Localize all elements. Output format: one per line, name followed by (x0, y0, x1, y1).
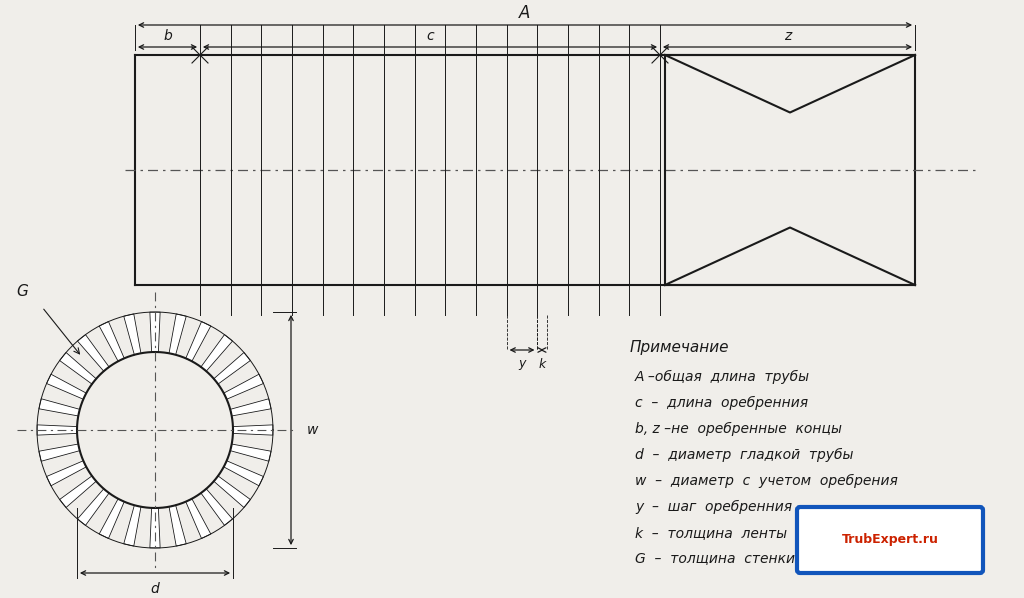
Polygon shape (214, 352, 251, 384)
Text: y  –  шаг  оребренния: y – шаг оребренния (635, 500, 793, 514)
Text: w  –  диаметр  с  учетом  оребрения: w – диаметр с учетом оребрения (635, 474, 898, 488)
Polygon shape (223, 374, 263, 399)
Text: z: z (784, 29, 792, 43)
Text: c: c (426, 29, 434, 43)
Text: b: b (163, 29, 172, 43)
Polygon shape (185, 322, 211, 361)
Polygon shape (46, 460, 86, 486)
Polygon shape (232, 425, 272, 435)
Text: G  –  толщина  стенки  гладкой  трубы: G – толщина стенки гладкой трубы (635, 552, 918, 566)
Polygon shape (150, 312, 160, 352)
Polygon shape (214, 476, 251, 508)
Polygon shape (223, 460, 263, 486)
Text: w: w (307, 423, 318, 437)
Text: y: y (518, 358, 525, 371)
Polygon shape (201, 489, 232, 526)
Text: k  –  толщина  ленты: k – толщина ленты (635, 526, 787, 540)
Polygon shape (201, 335, 232, 371)
Text: G: G (16, 285, 28, 300)
Polygon shape (150, 508, 160, 548)
Polygon shape (99, 322, 124, 361)
Text: d  –  диаметр  гладкой  трубы: d – диаметр гладкой трубы (635, 448, 853, 462)
Polygon shape (39, 444, 80, 461)
Text: c  –  длина  оребренния: c – длина оребренния (635, 396, 808, 410)
Polygon shape (78, 489, 110, 526)
Polygon shape (99, 499, 124, 538)
Polygon shape (39, 399, 80, 416)
Polygon shape (230, 444, 271, 461)
Polygon shape (124, 505, 141, 546)
Text: TrubExpert.ru: TrubExpert.ru (842, 533, 938, 547)
Polygon shape (124, 314, 141, 355)
Polygon shape (37, 425, 77, 435)
FancyBboxPatch shape (797, 507, 983, 573)
Polygon shape (46, 374, 86, 399)
Polygon shape (230, 399, 271, 416)
Polygon shape (169, 314, 186, 355)
Text: A: A (519, 4, 530, 22)
Polygon shape (169, 505, 186, 546)
Polygon shape (59, 352, 96, 384)
Polygon shape (185, 499, 211, 538)
Text: k: k (539, 358, 546, 371)
Polygon shape (78, 335, 110, 371)
Text: b, z –не  оребренные  концы: b, z –не оребренные концы (635, 422, 842, 436)
Text: Примечание: Примечание (630, 340, 729, 355)
Text: A –общая  длина  трубы: A –общая длина трубы (635, 370, 810, 384)
Text: d: d (151, 582, 160, 596)
Polygon shape (59, 476, 96, 508)
